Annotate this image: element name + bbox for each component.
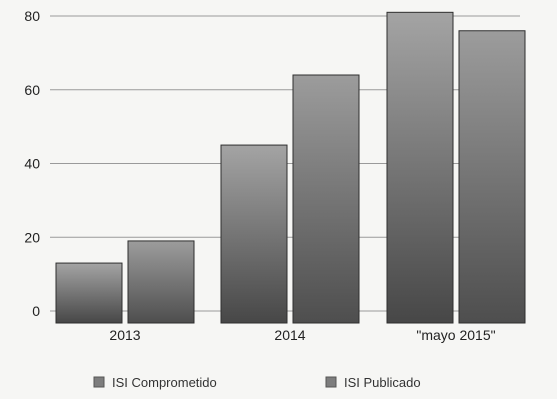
y-tick-label-40: 40 [24,156,40,172]
y-tick-label-60: 60 [24,82,40,98]
legend-label-1: ISI Publicado [344,375,421,390]
bars [55,11,526,324]
legend-swatch-0 [93,376,105,388]
x-axis-labels: 2013 2014 "mayo 2015" [109,327,495,343]
bar-comprometido-1 [220,144,288,324]
y-axis-ticks: 0 20 40 60 80 [24,8,40,319]
bar-comprometido-2 [386,11,454,324]
x-category-label-2: "mayo 2015" [416,327,495,343]
x-category-label-0: 2013 [109,327,140,343]
bar-publicado-2 [458,30,526,324]
legend-label-0: ISI Comprometido [112,375,217,390]
y-tick-label-80: 80 [24,8,40,24]
bar-publicado-0 [127,240,195,324]
bar-publicado-1 [292,74,360,324]
bar-comprometido-0 [55,262,123,324]
legend: ISI Comprometido ISI Publicado [93,375,421,390]
y-tick-label-0: 0 [32,303,40,319]
x-category-label-1: 2014 [274,327,305,343]
legend-swatch-1 [325,376,337,388]
y-tick-label-20: 20 [24,229,40,245]
